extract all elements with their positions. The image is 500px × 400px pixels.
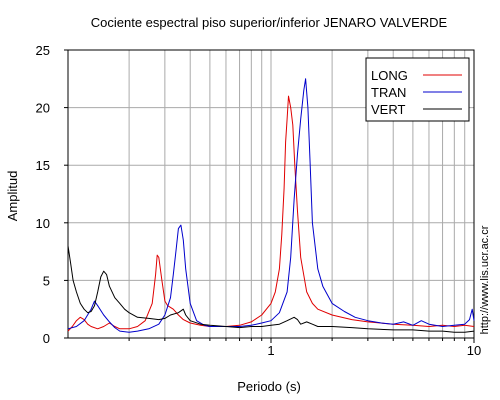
legend-label-vert: VERT xyxy=(371,102,405,117)
y-tick-label: 10 xyxy=(36,216,50,231)
x-tick-label: 10 xyxy=(467,343,481,358)
legend-box xyxy=(365,57,470,122)
y-tick-label: 20 xyxy=(36,101,50,116)
y-tick-label: 5 xyxy=(43,273,50,288)
series-line-tran xyxy=(67,78,475,333)
legend-entries: LONG TRAN VERT xyxy=(371,68,462,117)
y-tick-label: 0 xyxy=(43,331,50,346)
x-tick-labels: 1 10 xyxy=(267,343,481,358)
y-tick-labels: 0 5 10 15 20 25 xyxy=(36,43,50,346)
y-axis-label: Amplitud xyxy=(5,171,20,222)
website-url-note: http://www.lis.ucr.ac.cr xyxy=(479,225,491,334)
chart-title: Cociente espectral piso superior/inferio… xyxy=(91,15,448,30)
y-tick-label: 25 xyxy=(36,43,50,58)
x-axis-label: Periodo (s) xyxy=(237,379,301,394)
x-tick-label: 1 xyxy=(267,343,274,358)
legend: LONG TRAN VERT xyxy=(365,57,470,122)
axis-ticks xyxy=(64,49,475,343)
legend-label-long: LONG xyxy=(371,68,408,83)
legend-label-tran: TRAN xyxy=(371,85,406,100)
series-lines xyxy=(67,78,475,333)
series-line-vert xyxy=(67,245,475,333)
y-tick-label: 15 xyxy=(36,158,50,173)
